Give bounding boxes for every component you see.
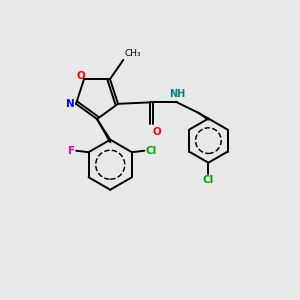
Text: Cl: Cl: [146, 146, 157, 156]
Text: O: O: [76, 70, 85, 81]
Text: CH₃: CH₃: [124, 49, 141, 58]
Text: NH: NH: [169, 89, 185, 99]
Text: N: N: [66, 99, 75, 109]
Text: Cl: Cl: [203, 176, 214, 185]
Text: F: F: [68, 146, 75, 156]
Text: O: O: [153, 127, 161, 137]
